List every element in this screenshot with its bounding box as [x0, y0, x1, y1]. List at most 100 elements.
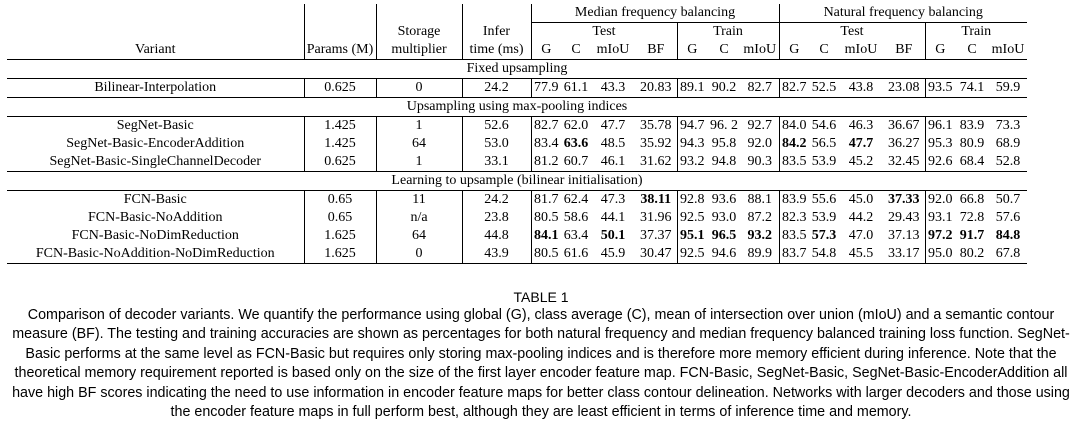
metric-header-miou: mIoU	[844, 42, 878, 57]
median-metric-cell: 20.83	[635, 78, 678, 98]
natural-metric-cell: 93.1	[928, 210, 953, 225]
median-metric-cell: 63.6	[563, 136, 589, 151]
median-metric-cell: 93.2	[741, 227, 780, 245]
median-metric-cell: 30.47	[635, 245, 678, 264]
table-label: TABLE 1	[513, 289, 569, 305]
natural-metric-cell: 37.13	[883, 227, 926, 245]
infer-header-line1: Infer	[462, 22, 532, 41]
natural-metric-cell: 50.7	[989, 190, 1027, 209]
natural-metric-cell: 52.5	[809, 78, 839, 98]
natural-group-header: Natural frequency balancing	[779, 4, 1027, 23]
natural-metric-cell: 83.7	[779, 245, 809, 264]
infer-cell: 44.8	[462, 227, 532, 245]
infer-cell: 43.9	[462, 245, 532, 264]
median-metric-cell: 62.4	[561, 190, 591, 209]
median-metric-cell: 87.2	[741, 209, 780, 227]
natural-metric-cell: 83.9	[779, 190, 809, 209]
params-cell: 0.625	[304, 78, 377, 98]
natural-metric-cell: 80.2	[955, 245, 989, 264]
params-cell: 0.65	[304, 190, 377, 209]
natural-metric-cell: 72.8	[959, 210, 985, 225]
natural-metric-cell: 84.0	[779, 116, 809, 135]
median-metric-cell: 77.9	[531, 78, 561, 98]
natural-metric-cell: 73.3	[989, 116, 1027, 135]
median-metric-cell: 48.5	[600, 136, 626, 151]
storage-cell: 1	[376, 116, 463, 135]
storage-cell: 64	[376, 227, 463, 245]
median-metric-cell: 31.62	[635, 153, 678, 172]
median-metric-cell: 95.1	[680, 228, 705, 243]
natural-metric-cell: 96.1	[925, 116, 955, 135]
metric-header-miou: mIoU	[991, 42, 1025, 57]
median-train-header: Train	[677, 22, 780, 41]
median-metric-cell: 96.5	[711, 228, 737, 243]
natural-metric-cell: 37.33	[883, 190, 926, 209]
median-metric-cell: 80.5	[531, 245, 561, 264]
natural-metric-cell: 80.9	[959, 136, 985, 151]
median-metric-cell: 92.5	[680, 210, 705, 225]
natural-metric-cell: 44.2	[848, 210, 874, 225]
metric-header-miou: mIoU	[741, 41, 780, 60]
median-metric-cell: 45.9	[591, 245, 635, 264]
table-row: SegNet-Basic-SingleChannelDecoder 0.625 1 3…	[7, 153, 1027, 172]
infer-header-line2: time (ms)	[462, 41, 532, 60]
natural-metric-cell: 67.8	[989, 245, 1027, 264]
natural-metric-cell: 54.8	[809, 245, 839, 264]
section-title: Upsampling using max-pooling indices	[7, 97, 1027, 117]
natural-metric-cell: 83.5	[782, 154, 807, 169]
natural-metric-cell: 23.08	[883, 78, 926, 98]
median-group-header: Median frequency balancing	[531, 4, 780, 23]
median-metric-cell: 81.7	[531, 190, 561, 209]
natural-metric-cell: 57.3	[811, 228, 837, 243]
table-row: FCN-Basic-NoDimReduction 1.625 64 44.8 84.1 6…	[7, 227, 1027, 245]
natural-metric-cell: 84.8	[995, 228, 1021, 243]
median-test-header: Test	[531, 22, 678, 41]
natural-metric-cell: 55.6	[809, 190, 839, 209]
natural-metric-cell: 45.0	[839, 190, 883, 209]
section-header-row: Fixed upsampling	[7, 59, 1027, 79]
median-metric-cell: 83.4	[534, 136, 559, 151]
infer-cell: 24.2	[462, 190, 532, 209]
median-metric-cell: 31.96	[635, 209, 678, 227]
storage-cell: 0	[376, 78, 463, 98]
median-metric-cell: 61.6	[561, 245, 591, 264]
natural-metric-cell: 93.5	[925, 78, 955, 98]
median-metric-cell: 82.7	[531, 116, 561, 135]
median-metric-cell: 96. 2	[707, 116, 741, 135]
median-metric-cell: 90.3	[741, 153, 780, 172]
natural-metric-cell: 95.0	[925, 245, 955, 264]
natural-metric-cell: 59.9	[989, 78, 1027, 98]
natural-metric-cell: 45.2	[848, 154, 874, 169]
median-metric-cell: 95.8	[711, 136, 737, 151]
median-metric-cell: 92.5	[677, 245, 707, 264]
params-cell: 0.65	[304, 209, 377, 227]
median-metric-cell: 93.0	[711, 210, 737, 225]
median-metric-cell: 81.2	[534, 154, 559, 169]
natural-metric-cell: 83.9	[955, 116, 989, 135]
metric-header-miou: mIoU	[596, 42, 630, 57]
variant-cell: SegNet-Basic	[7, 116, 305, 135]
natural-metric-cell: 29.43	[883, 209, 926, 227]
table-row: FCN-Basic-NoAddition 0.65 n/a 23.8 80.5 58.6 4…	[7, 209, 1027, 227]
variant-cell: FCN-Basic	[7, 190, 305, 209]
median-metric-cell: 90.2	[707, 78, 741, 98]
section-header-row: Learning to upsample (bilinear initialis…	[7, 171, 1027, 191]
table-row: FCN-Basic-NoAddition-NoDimReduction 1.625…	[7, 245, 1027, 264]
median-metric-cell: 89.9	[741, 245, 780, 264]
median-metric-cell: 89.1	[677, 78, 707, 98]
median-metric-cell: 44.1	[600, 210, 626, 225]
natural-metric-cell: 68.9	[995, 136, 1021, 151]
natural-metric-cell: 47.7	[848, 136, 874, 151]
natural-metric-cell: 36.27	[883, 135, 926, 153]
median-metric-cell: 60.7	[563, 154, 589, 169]
infer-cell: 53.0	[462, 135, 532, 153]
metric-header-c: C	[719, 42, 729, 57]
storage-cell: 1	[376, 153, 463, 172]
natural-metric-cell: 47.0	[848, 228, 874, 243]
metric-header-g: G	[541, 42, 552, 57]
natural-metric-cell: 53.9	[811, 210, 837, 225]
metric-header-c: C	[967, 42, 977, 57]
natural-metric-cell: 36.67	[883, 116, 926, 135]
natural-metric-cell: 68.4	[959, 154, 985, 169]
metric-header-c: C	[819, 42, 829, 57]
